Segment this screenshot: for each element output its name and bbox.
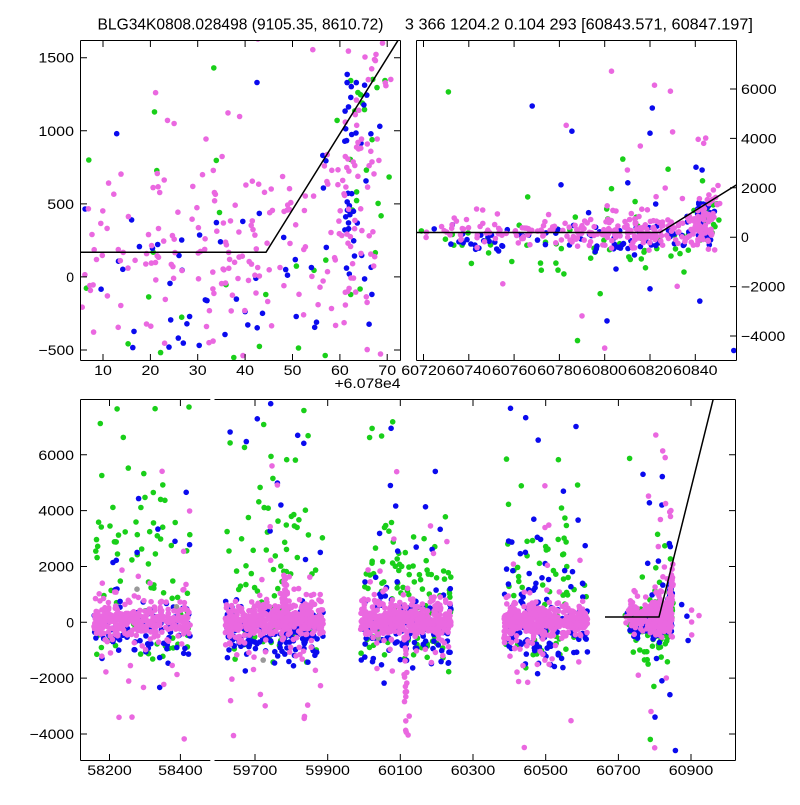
svg-text:60500: 60500: [523, 762, 568, 778]
svg-text:10: 10: [94, 362, 112, 378]
svg-text:20: 20: [142, 362, 160, 378]
svg-text:59900: 59900: [305, 762, 350, 778]
svg-text:40: 40: [236, 362, 254, 378]
svg-text:70: 70: [378, 362, 396, 378]
svg-text:1000: 1000: [38, 123, 74, 139]
svg-text:60820: 60820: [628, 362, 673, 378]
svg-text:0: 0: [66, 269, 74, 285]
svg-text:−2000: −2000: [30, 670, 75, 686]
svg-text:60100: 60100: [378, 762, 423, 778]
svg-text:50: 50: [284, 362, 302, 378]
svg-text:−500: −500: [39, 342, 75, 358]
svg-text:3 366 1204.2 0.104 293 [60843.: 3 366 1204.2 0.104 293 [60843.571, 60847…: [405, 17, 753, 34]
svg-text:1500: 1500: [38, 50, 74, 66]
svg-text:60700: 60700: [596, 762, 641, 778]
svg-text:−4000: −4000: [741, 328, 786, 344]
svg-text:60: 60: [331, 362, 349, 378]
svg-text:59700: 59700: [233, 762, 278, 778]
svg-text:6000: 6000: [38, 447, 74, 463]
svg-text:500: 500: [47, 196, 74, 212]
svg-text:BLG34K0808.028498 (9105.35, 86: BLG34K0808.028498 (9105.35, 8610.72): [98, 17, 384, 34]
svg-text:−4000: −4000: [30, 726, 75, 742]
svg-text:−2000: −2000: [741, 279, 786, 295]
svg-text:4000: 4000: [741, 130, 777, 146]
svg-text:60740: 60740: [447, 362, 492, 378]
svg-text:60800: 60800: [582, 362, 627, 378]
svg-text:2000: 2000: [741, 180, 777, 196]
svg-text:58200: 58200: [87, 762, 132, 778]
svg-text:60840: 60840: [673, 362, 718, 378]
svg-text:60780: 60780: [537, 362, 582, 378]
svg-text:60720: 60720: [401, 362, 446, 378]
svg-text:58400: 58400: [158, 762, 203, 778]
svg-text:30: 30: [189, 362, 207, 378]
svg-text:0: 0: [66, 614, 74, 630]
svg-text:2000: 2000: [38, 559, 74, 575]
svg-text:6000: 6000: [741, 81, 777, 97]
svg-text:+6.078e4: +6.078e4: [335, 375, 401, 391]
svg-text:60900: 60900: [669, 762, 714, 778]
svg-text:60760: 60760: [492, 362, 537, 378]
svg-text:0: 0: [741, 229, 749, 245]
svg-text:60300: 60300: [451, 762, 496, 778]
svg-text:4000: 4000: [38, 503, 74, 519]
